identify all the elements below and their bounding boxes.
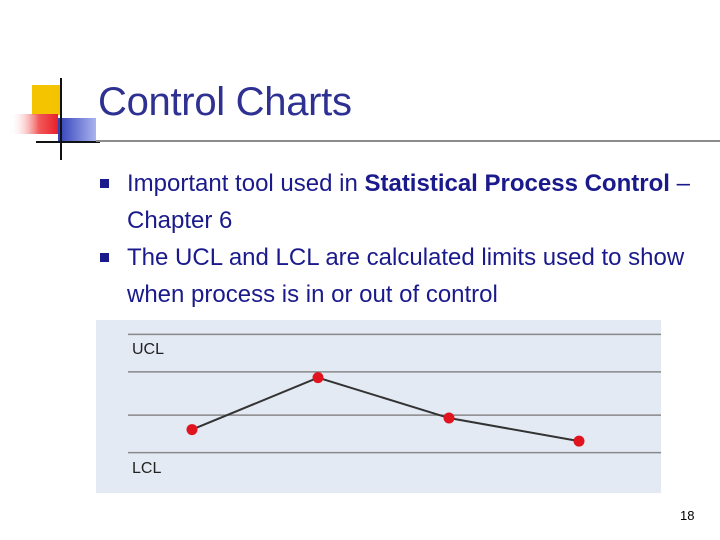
slide-title: Control Charts	[98, 80, 352, 124]
logo-yellow-square	[32, 85, 60, 115]
bullet-list: Important tool used in Statistical Proce…	[96, 165, 706, 313]
bullet-text: – Chapter 6	[127, 170, 690, 234]
logo-red-bar	[10, 114, 58, 134]
bullet-item: The UCL and LCL are calculated limits us…	[96, 239, 706, 313]
data-point	[312, 372, 324, 384]
series-line	[191, 376, 580, 443]
bullet-bold-text: Statistical Process Control	[364, 170, 670, 197]
control-chart: UCL LCL	[96, 320, 661, 493]
title-underline	[96, 140, 720, 142]
bullet-text: The UCL and LCL are calculated limits us…	[127, 244, 685, 308]
page-number: 18	[680, 508, 695, 523]
data-point	[186, 424, 198, 436]
slide-logo-decoration	[10, 78, 100, 160]
bullet-square-icon	[100, 179, 109, 188]
data-point	[573, 435, 585, 447]
data-point	[443, 412, 455, 424]
bullet-square-icon	[100, 253, 109, 262]
bullet-text: Important tool used in	[127, 170, 365, 197]
ucl-label: UCL	[132, 341, 164, 358]
logo-blue-square	[58, 118, 96, 143]
lcl-label: LCL	[132, 460, 161, 477]
chart-background	[96, 320, 661, 493]
bullet-item: Important tool used in Statistical Proce…	[96, 165, 706, 239]
